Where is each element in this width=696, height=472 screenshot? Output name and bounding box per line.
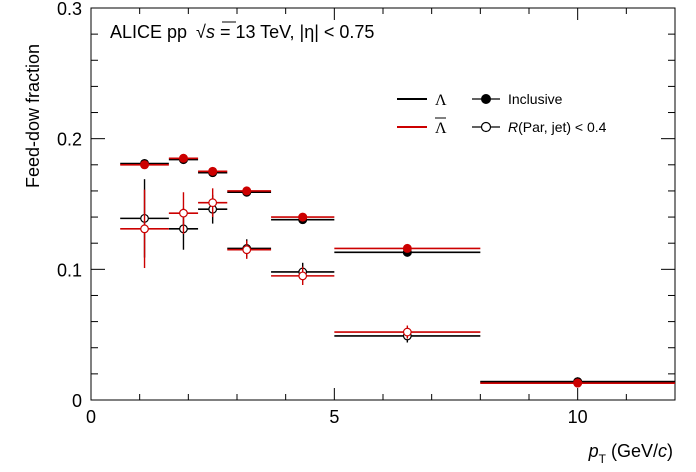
- antilambda-inclusive-marker: [573, 378, 583, 388]
- antilambda-inclusive-point: [480, 378, 675, 388]
- sqrt-symbol: √: [196, 22, 206, 42]
- x-tick-label: 10: [568, 407, 588, 427]
- antilambda-inclusive-point: [271, 212, 335, 222]
- antilambda-inclusive-point: [227, 186, 272, 196]
- x-axis-title: pT (GeV/c): [588, 441, 673, 466]
- legend-antilambda-label: Λ: [435, 120, 447, 137]
- x-axis-title-p: p: [588, 441, 599, 461]
- sqrt-variable: s: [206, 22, 215, 42]
- legend-rjet-label: R(Par, jet) < 0.4: [508, 119, 607, 135]
- antilambda-rjet-point: [227, 240, 272, 259]
- antilambda-inclusive-marker: [242, 186, 252, 196]
- legend: Λ Λ Inclusive R(Par, jet) < 0.4: [397, 91, 607, 137]
- x-axis-title-subscript: T: [599, 452, 607, 466]
- antilambda-inclusive-point: [168, 153, 199, 163]
- legend-lambda-label: Λ: [435, 92, 447, 109]
- antilambda-rjet-marker: [242, 245, 252, 255]
- axis-tick-labels: 0 5 10 0 0.1 0.2 0.3: [57, 0, 588, 427]
- legend-inclusive-marker: [481, 94, 491, 104]
- antilambda-rjet-point: [334, 325, 481, 339]
- antilambda-rjet-marker: [298, 271, 308, 281]
- antilambda-inclusive-marker: [208, 166, 218, 176]
- chart-annotation: ALICE pp √s = 13 TeV, |η| < 0.75: [110, 22, 374, 42]
- annotation-prefix: ALICE pp: [110, 22, 192, 42]
- y-tick-label: 0.2: [57, 130, 82, 150]
- data-marks: [120, 153, 675, 388]
- x-tick-label: 0: [86, 407, 96, 427]
- axis-ticks: [90, 7, 676, 401]
- x-axis-title-c: c: [658, 441, 667, 461]
- y-tick-label: 0.1: [57, 260, 82, 280]
- antilambda-inclusive-point: [120, 160, 169, 170]
- antilambda-rjet-point: [198, 188, 228, 218]
- antilambda-rjet-marker: [179, 208, 188, 218]
- legend-rjet-label-rest: (Par, jet) < 0.4: [518, 119, 607, 135]
- antilambda-rjet-point: [168, 192, 199, 235]
- antilambda-inclusive-marker: [402, 243, 412, 253]
- legend-inclusive-label: Inclusive: [508, 91, 563, 107]
- antilambda-rjet-marker: [402, 327, 412, 337]
- legend-rjet-label-italic: R: [508, 119, 518, 135]
- antilambda-inclusive-point: [334, 243, 481, 253]
- antilambda-inclusive-marker: [298, 212, 308, 222]
- x-axis-title-unit-open: (GeV/: [606, 441, 658, 461]
- antilambda-rjet-marker: [140, 224, 149, 234]
- antilambda-inclusive-point: [198, 166, 228, 176]
- y-tick-label: 0: [72, 391, 82, 411]
- antilambda-inclusive-marker: [140, 160, 150, 170]
- antilambda-rjet-marker: [208, 198, 218, 208]
- y-axis-title: Feed-dow fraction: [23, 44, 43, 188]
- x-tick-label: 5: [329, 407, 339, 427]
- y-tick-label: 0.3: [57, 0, 82, 19]
- x-axis-title-unit-close: ): [667, 441, 673, 461]
- annotation-suffix: = 13 TeV, |η| < 0.75: [215, 22, 375, 42]
- antilambda-rjet-point: [120, 189, 169, 269]
- legend-rjet-marker: [480, 121, 492, 133]
- antilambda-inclusive-marker: [178, 153, 188, 163]
- antilambda-rjet-point: [271, 266, 335, 286]
